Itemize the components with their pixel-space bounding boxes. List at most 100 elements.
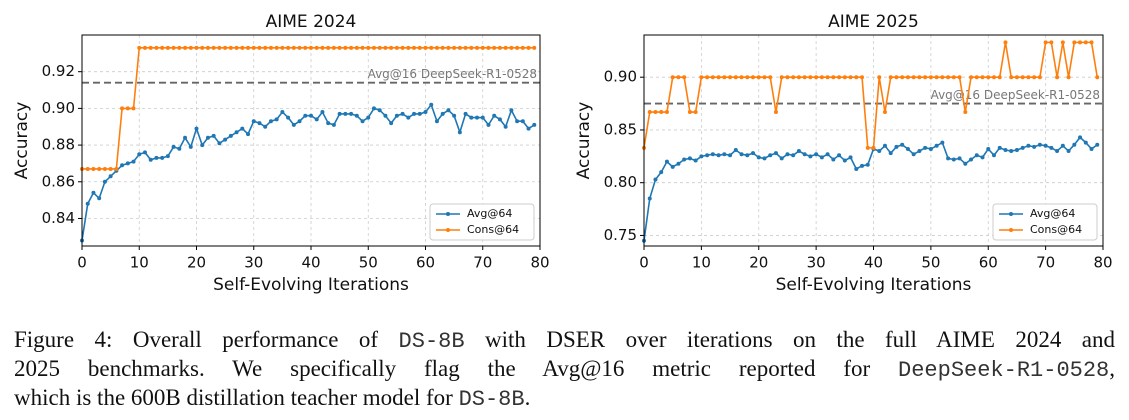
data-point	[429, 45, 434, 50]
data-point	[85, 166, 90, 171]
data-point	[97, 166, 102, 171]
data-point	[423, 45, 428, 50]
data-point	[268, 119, 273, 124]
data-point	[211, 133, 216, 138]
chart-title: AIME 2024	[266, 12, 357, 32]
x-tick-label: 20	[187, 254, 206, 272]
data-point	[745, 153, 750, 158]
data-point	[997, 145, 1002, 150]
data-point	[337, 111, 342, 116]
data-point	[532, 45, 537, 50]
data-point	[223, 45, 228, 50]
data-point	[240, 45, 245, 50]
data-point	[785, 152, 790, 157]
data-point	[670, 164, 675, 169]
x-tick-label: 10	[692, 254, 711, 272]
data-point	[434, 119, 439, 124]
x-tick-label: 80	[1093, 254, 1112, 272]
data-point	[905, 75, 910, 80]
data-point	[917, 75, 922, 80]
data-point	[796, 149, 801, 154]
data-point	[280, 110, 285, 115]
data-point	[366, 115, 371, 120]
caption-text: .	[524, 385, 531, 410]
data-point	[343, 45, 348, 50]
data-point	[331, 45, 336, 50]
legend-label: Avg@64	[1030, 207, 1075, 220]
data-point	[676, 75, 681, 80]
data-point	[246, 45, 251, 50]
data-point	[733, 75, 738, 80]
x-tick-label: 0	[77, 254, 87, 272]
data-point	[91, 190, 96, 195]
data-point	[946, 156, 951, 161]
data-point	[739, 75, 744, 80]
data-point	[142, 45, 147, 50]
data-point	[406, 115, 411, 120]
data-point	[762, 156, 767, 161]
data-point	[854, 166, 859, 171]
x-tick-label: 40	[301, 254, 320, 272]
data-point	[963, 110, 968, 115]
data-point	[503, 45, 508, 50]
data-point	[503, 124, 508, 129]
caption: Figure 4: Overall performance of DS-8B w…	[14, 326, 1115, 413]
data-point	[200, 143, 205, 148]
data-point	[773, 110, 778, 115]
data-point	[520, 119, 525, 124]
x-tick-label: 0	[639, 254, 649, 272]
data-point	[1043, 143, 1048, 148]
data-point	[486, 45, 491, 50]
data-point	[211, 45, 216, 50]
data-point	[647, 196, 652, 201]
data-point	[1009, 149, 1014, 154]
x-tick-label: 30	[244, 254, 263, 272]
data-point	[1014, 147, 1019, 152]
data-point	[934, 75, 939, 80]
data-point	[865, 145, 870, 150]
x-tick-label: 20	[749, 254, 768, 272]
data-point	[682, 157, 687, 162]
plot-frame	[643, 34, 1104, 247]
data-point	[286, 45, 291, 50]
data-point	[716, 153, 721, 158]
x-tick-label: 10	[130, 254, 149, 272]
data-point	[808, 154, 813, 159]
data-point	[779, 75, 784, 80]
data-point	[905, 146, 910, 151]
data-point	[957, 75, 962, 80]
data-point	[457, 45, 462, 50]
data-point	[492, 113, 497, 118]
data-point	[888, 75, 893, 80]
data-point	[842, 158, 847, 163]
y-tick-label: 0.84	[42, 209, 75, 227]
data-point	[854, 75, 859, 80]
data-point	[400, 45, 405, 50]
reference-label: Avg@16 DeepSeek-R1-0528	[368, 67, 537, 81]
data-point	[722, 152, 727, 157]
data-point	[1043, 40, 1048, 45]
data-point	[446, 108, 451, 113]
data-point	[791, 75, 796, 80]
data-point	[756, 75, 761, 80]
data-point	[417, 45, 422, 50]
y-tick-label: 0.90	[42, 99, 75, 117]
data-point	[263, 124, 268, 129]
data-point	[417, 111, 422, 116]
data-point	[1055, 149, 1060, 154]
data-point	[217, 45, 222, 50]
reference-label: Avg@16 DeepSeek-R1-0528	[931, 88, 1100, 102]
data-point	[297, 45, 302, 50]
data-point	[837, 153, 842, 158]
data-point	[980, 155, 985, 160]
data-point	[400, 111, 405, 116]
data-point	[154, 155, 159, 160]
data-point	[475, 115, 480, 120]
data-point	[131, 106, 136, 111]
data-point	[1060, 40, 1065, 45]
y-tick-label: 0.92	[42, 62, 75, 80]
data-point	[687, 110, 692, 115]
data-point	[188, 45, 193, 50]
data-point	[234, 45, 239, 50]
legend-label: Cons@64	[467, 223, 519, 236]
